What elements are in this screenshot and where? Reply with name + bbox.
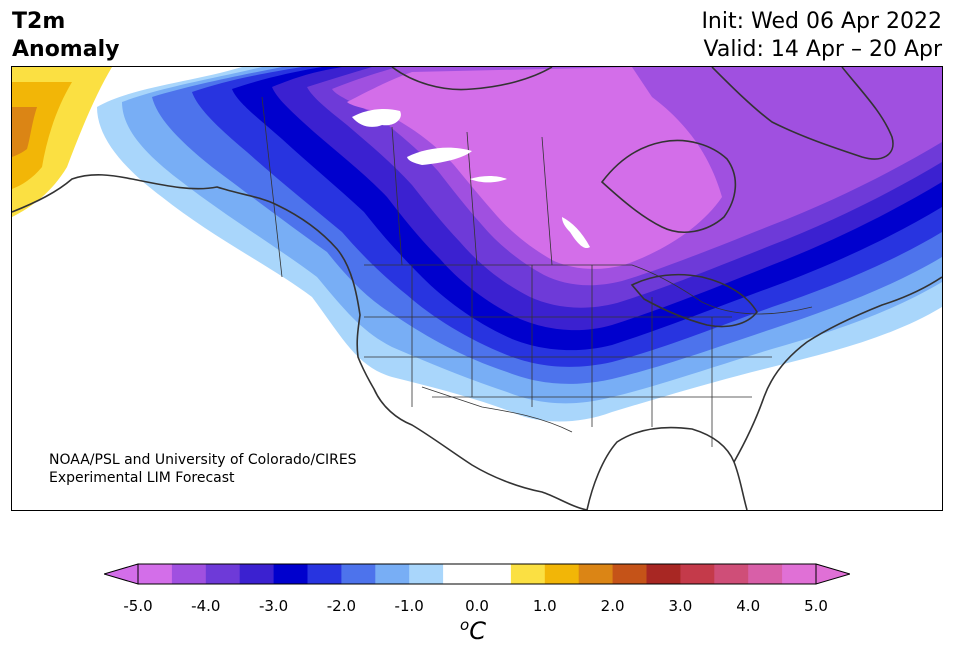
colorbar-tick-label: 2.0 bbox=[600, 597, 625, 615]
colorbar-tick-label: 0.0 bbox=[465, 597, 489, 615]
colorbar-tick-label: 5.0 bbox=[804, 597, 828, 615]
colorbar-tick-label: -5.0 bbox=[123, 597, 153, 615]
baffin-island bbox=[711, 67, 894, 160]
colorbar-left-arrow bbox=[104, 563, 139, 585]
state-lines bbox=[364, 265, 772, 447]
colorbar-tick-label: -4.0 bbox=[191, 597, 221, 615]
boundaries bbox=[261, 96, 813, 447]
arctic-islands bbox=[391, 67, 553, 91]
colorbar-segment bbox=[443, 564, 478, 584]
colorbar-segment bbox=[782, 564, 817, 584]
coastlines bbox=[12, 67, 942, 510]
colorbar-segment bbox=[680, 564, 715, 584]
colorbar-segment bbox=[409, 564, 444, 584]
map-svg: NOAA/PSL and University of Colorado/CIRE… bbox=[12, 67, 942, 510]
province-lines bbox=[261, 96, 553, 278]
colorbar-border bbox=[137, 563, 817, 585]
hudson-bay bbox=[600, 139, 737, 233]
colorbar-segment bbox=[307, 564, 342, 584]
unit-base: C bbox=[469, 617, 486, 645]
colorbar-segment bbox=[205, 564, 241, 584]
colorbar-tick-label: -2.0 bbox=[326, 597, 357, 615]
gulf-coast bbox=[586, 426, 748, 510]
lake-athabasca bbox=[470, 176, 507, 183]
colorbar-segment bbox=[138, 564, 173, 584]
map-title: T2m Anomaly bbox=[12, 8, 119, 64]
lake-winnipeg bbox=[562, 217, 590, 249]
init-date: Init: Wed 06 Apr 2022 bbox=[701, 9, 942, 34]
north-america-coast bbox=[12, 174, 588, 510]
colorbar-segments bbox=[138, 564, 817, 584]
great-bear-lake bbox=[352, 109, 401, 127]
band-warm-alaska-3 bbox=[12, 107, 37, 157]
us-canada-border bbox=[364, 264, 813, 315]
colorbar-unit: oC bbox=[460, 616, 486, 645]
valid-range: Valid: 14 Apr – 20 Apr bbox=[703, 37, 943, 62]
great-lakes bbox=[630, 273, 758, 328]
colorbar-segment bbox=[477, 564, 512, 584]
us-mexico-border bbox=[421, 386, 573, 433]
band-minus-4-5 bbox=[347, 67, 722, 269]
colorbar-tick-label: -1.0 bbox=[394, 597, 424, 615]
colorbar-tick-label: 4.0 bbox=[736, 597, 761, 615]
colorbar-right-arrow bbox=[815, 563, 850, 585]
credit-line-2: Experimental LIM Forecast bbox=[49, 470, 235, 486]
colorbar-segment bbox=[375, 564, 410, 584]
title-line-2: Anomaly bbox=[12, 37, 120, 62]
colorbar-tick-label: -3.0 bbox=[258, 597, 289, 615]
colorbar-segment bbox=[612, 564, 647, 584]
east-coast bbox=[733, 276, 942, 463]
colorbar-segment bbox=[273, 564, 308, 584]
great-slave-lake bbox=[407, 147, 472, 165]
colorbar-segment bbox=[748, 564, 783, 584]
colorbar-segment bbox=[510, 564, 546, 584]
title-line-1: T2m bbox=[12, 9, 66, 34]
colorbar-segment bbox=[714, 564, 749, 584]
lakes bbox=[352, 109, 590, 249]
colorbar-segment bbox=[171, 564, 207, 584]
colorbar-tick-label: 3.0 bbox=[668, 597, 693, 615]
forecast-dates: Init: Wed 06 Apr 2022 Valid: 14 Apr – 20… bbox=[701, 8, 942, 64]
colorbar-segment bbox=[239, 564, 275, 584]
colorbar-segment bbox=[646, 564, 681, 584]
colorbar bbox=[104, 563, 850, 585]
anomaly-shading bbox=[12, 67, 942, 422]
credit-line-1: NOAA/PSL and University of Colorado/CIRE… bbox=[49, 452, 357, 468]
anomaly-map: NOAA/PSL and University of Colorado/CIRE… bbox=[11, 66, 943, 511]
colorbar-segment bbox=[578, 564, 614, 584]
unit-superscript: o bbox=[460, 616, 470, 634]
colorbar-tick-label: 1.0 bbox=[532, 597, 557, 615]
colorbar-segment bbox=[544, 564, 580, 584]
colorbar-tick-labels: -5.0 -4.0 -3.0 -2.0 -1.0 0.0 1.0 2.0 3.0 4.0 5.0 bbox=[0, 597, 953, 617]
colorbar-segment bbox=[341, 564, 376, 584]
